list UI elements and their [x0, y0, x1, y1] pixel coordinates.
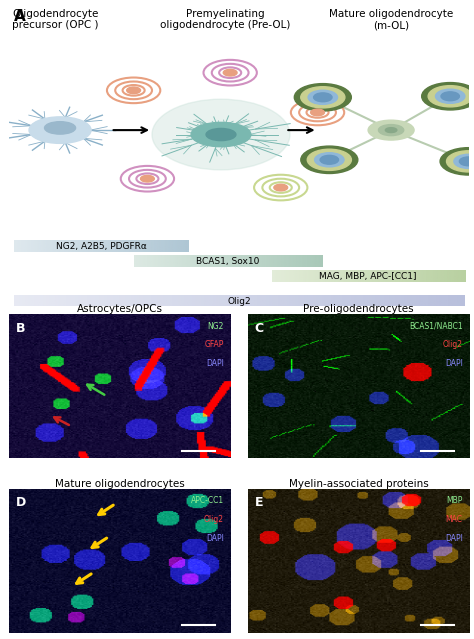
Text: E: E — [255, 497, 264, 509]
Text: Premyelinating
oligodendrocyte (Pre-OL): Premyelinating oligodendrocyte (Pre-OL) — [160, 8, 291, 30]
Text: Olig2: Olig2 — [443, 340, 463, 350]
Text: Oligodendrocyte
precursor (OPC ): Oligodendrocyte precursor (OPC ) — [12, 8, 99, 30]
Ellipse shape — [206, 128, 236, 141]
Text: BCAS1, Sox10: BCAS1, Sox10 — [196, 257, 260, 266]
Circle shape — [447, 151, 474, 172]
Circle shape — [127, 87, 140, 94]
Text: DAPI: DAPI — [445, 534, 463, 543]
Ellipse shape — [368, 120, 414, 140]
Text: APC-CC1: APC-CC1 — [191, 497, 224, 505]
Ellipse shape — [378, 125, 404, 135]
Ellipse shape — [45, 121, 75, 134]
Ellipse shape — [385, 128, 397, 132]
Text: DAPI: DAPI — [206, 534, 224, 543]
Circle shape — [440, 148, 474, 175]
Text: MAG, MBP, APC-[CC1]: MAG, MBP, APC-[CC1] — [319, 272, 417, 281]
Ellipse shape — [29, 117, 91, 143]
Circle shape — [310, 109, 324, 116]
Text: DAPI: DAPI — [206, 359, 224, 368]
Circle shape — [140, 175, 155, 182]
Circle shape — [301, 146, 358, 174]
Circle shape — [223, 70, 237, 76]
Text: MBP: MBP — [446, 497, 463, 505]
Text: B: B — [16, 321, 26, 335]
Text: A: A — [14, 8, 26, 24]
Title: Mature oligodendrocytes: Mature oligodendrocytes — [55, 479, 185, 489]
Title: Myelin-associated proteins: Myelin-associated proteins — [289, 479, 428, 489]
Text: Olig2: Olig2 — [204, 515, 224, 524]
Circle shape — [422, 82, 474, 110]
Circle shape — [307, 149, 351, 171]
Circle shape — [274, 184, 288, 191]
Circle shape — [441, 92, 459, 101]
Circle shape — [308, 90, 337, 104]
Text: NG2: NG2 — [208, 321, 224, 330]
Text: GFAP: GFAP — [204, 340, 224, 350]
Text: Mature oligodendrocyte
(m-OL): Mature oligodendrocyte (m-OL) — [329, 8, 453, 30]
Title: Pre-oligodendrocytes: Pre-oligodendrocytes — [303, 304, 414, 314]
Circle shape — [314, 93, 332, 102]
Text: NG2, A2B5, PDGFRα: NG2, A2B5, PDGFRα — [56, 242, 147, 251]
Circle shape — [454, 154, 474, 169]
Title: Astrocytes/OPCs: Astrocytes/OPCs — [77, 304, 163, 314]
Text: DAPI: DAPI — [445, 359, 463, 368]
Text: BCAS1/NABC1: BCAS1/NABC1 — [409, 321, 463, 330]
Circle shape — [301, 87, 345, 108]
Circle shape — [320, 155, 338, 164]
Circle shape — [459, 157, 474, 166]
Circle shape — [436, 89, 465, 104]
Text: MAC: MAC — [446, 515, 463, 524]
Text: D: D — [16, 497, 27, 509]
Circle shape — [428, 86, 472, 107]
Ellipse shape — [191, 123, 251, 147]
Text: Olig2: Olig2 — [228, 296, 251, 305]
Ellipse shape — [152, 99, 290, 170]
Text: C: C — [255, 321, 264, 335]
Circle shape — [315, 153, 344, 167]
Circle shape — [294, 84, 351, 111]
